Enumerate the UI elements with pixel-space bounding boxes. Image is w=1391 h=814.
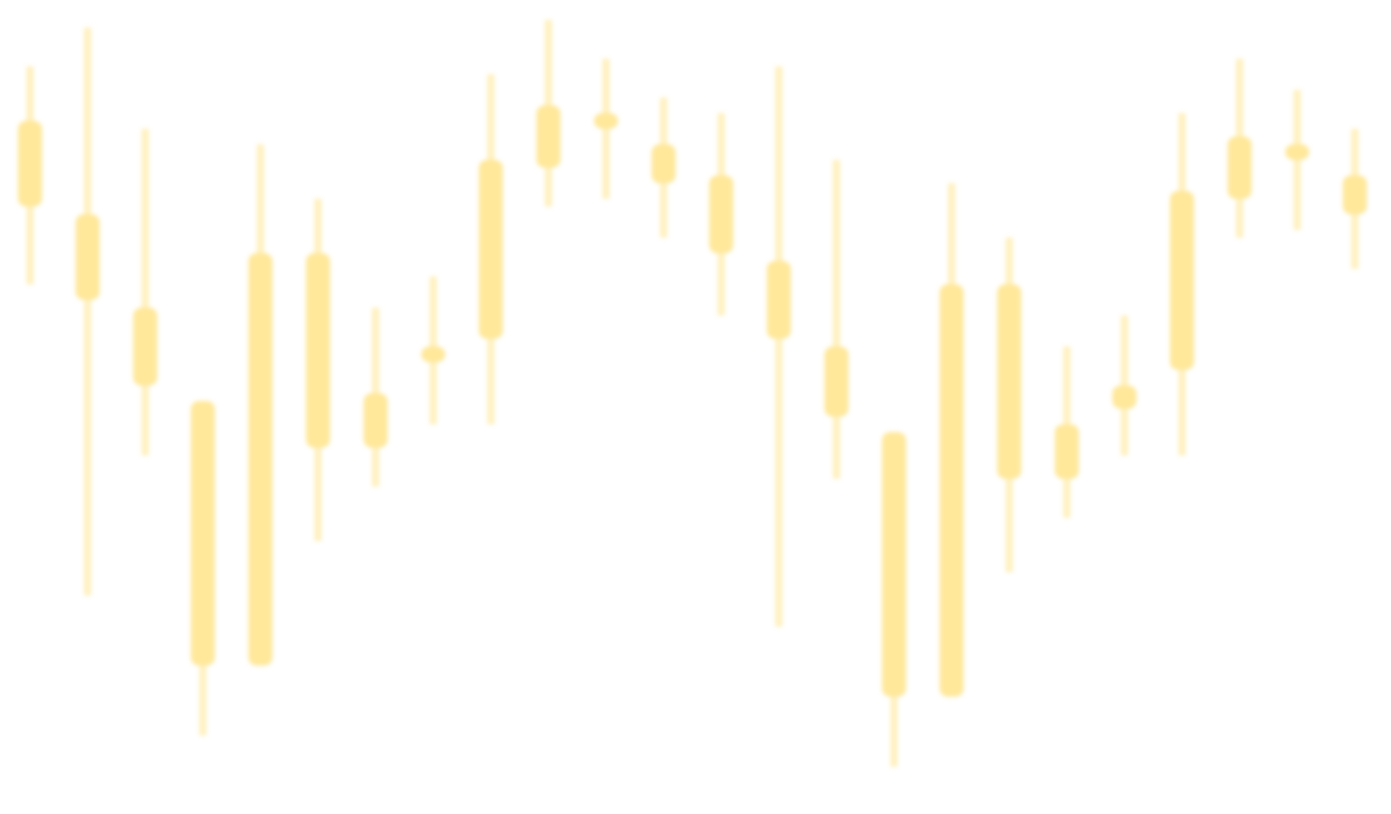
candle bbox=[478, 74, 503, 425]
candle-body bbox=[1227, 136, 1252, 199]
candle bbox=[1170, 113, 1194, 456]
candle bbox=[190, 401, 215, 736]
candle bbox=[75, 27, 100, 596]
candle-wick bbox=[141, 128, 149, 456]
candle-body bbox=[363, 393, 388, 448]
candle bbox=[1285, 89, 1310, 230]
candle-body bbox=[421, 346, 446, 363]
candle bbox=[363, 307, 388, 487]
candle-body bbox=[306, 253, 330, 448]
candle bbox=[306, 198, 330, 542]
candle-body bbox=[478, 159, 503, 339]
candle-wick bbox=[602, 58, 610, 199]
candle bbox=[766, 66, 791, 627]
candle bbox=[997, 237, 1022, 573]
candle bbox=[248, 144, 273, 666]
candle-body bbox=[75, 214, 100, 300]
candle-body bbox=[939, 284, 964, 697]
candle bbox=[1112, 315, 1137, 456]
candle-body bbox=[1170, 190, 1194, 370]
candle-body bbox=[824, 346, 849, 417]
candle-wick bbox=[84, 27, 92, 596]
candle bbox=[882, 432, 906, 767]
candle-body bbox=[1285, 144, 1310, 160]
candle bbox=[824, 159, 849, 479]
candle-body bbox=[594, 113, 618, 129]
candle bbox=[594, 58, 618, 199]
candle-body bbox=[190, 401, 215, 666]
candle-body bbox=[1054, 424, 1079, 479]
candle-wick bbox=[1293, 89, 1301, 230]
candle-body bbox=[997, 284, 1022, 479]
candle bbox=[18, 66, 42, 285]
candle-body bbox=[18, 120, 42, 207]
candle bbox=[939, 183, 964, 697]
candle bbox=[709, 113, 734, 316]
candle bbox=[421, 276, 446, 425]
candle bbox=[1054, 346, 1079, 518]
candle-wick bbox=[775, 66, 783, 627]
candle-body bbox=[248, 253, 273, 666]
candle bbox=[1342, 128, 1367, 269]
candle-body bbox=[651, 144, 676, 184]
candle-body bbox=[1112, 385, 1137, 409]
candle bbox=[536, 19, 561, 207]
candle-body bbox=[709, 175, 734, 254]
candle-body bbox=[133, 307, 158, 386]
candle bbox=[133, 128, 158, 456]
candle-body bbox=[882, 432, 906, 697]
candle bbox=[651, 97, 676, 238]
candle-body bbox=[1342, 175, 1367, 215]
candle-wick bbox=[832, 159, 840, 479]
candle-body bbox=[536, 105, 561, 168]
candle bbox=[1227, 58, 1252, 238]
candle-body bbox=[766, 260, 791, 339]
